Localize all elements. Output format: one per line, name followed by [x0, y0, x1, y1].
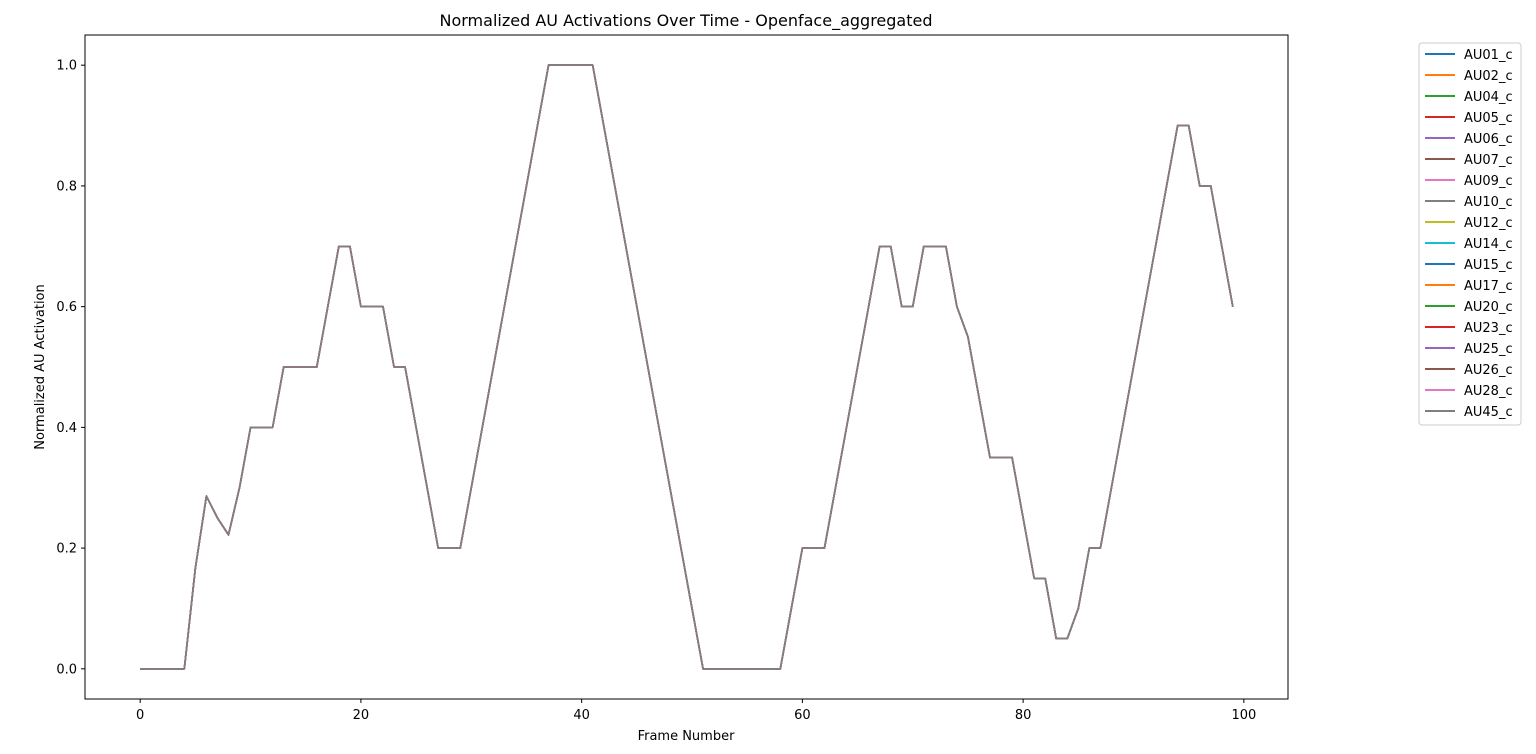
chart-title: Normalized AU Activations Over Time - Op…	[440, 11, 933, 31]
x-tick-label: 100	[1231, 708, 1256, 723]
x-tick-label: 20	[353, 708, 370, 723]
x-tick-label: 80	[1015, 708, 1032, 723]
x-axis-title: Frame Number	[638, 729, 736, 744]
x-axis: 0 20 40 60 80 100	[136, 699, 1256, 723]
y-tick-label: 0.8	[56, 179, 77, 194]
legend-label: AU12_c	[1464, 216, 1513, 231]
x-tick-label: 60	[794, 708, 811, 723]
legend-label: AU05_c	[1464, 111, 1513, 126]
y-axis: 0.0 0.2 0.4 0.6 0.8 1.0	[56, 59, 85, 677]
legend: AU01_c AU02_c AU04_c AU05_c AU06_c AU07_c AU09…	[1418, 42, 1522, 426]
legend-label: AU06_c	[1464, 132, 1513, 147]
legend-label: AU07_c	[1464, 153, 1513, 168]
plot-area-frame	[84, 34, 1289, 700]
legend-label: AU02_c	[1464, 69, 1513, 84]
legend-label: AU45_c	[1464, 405, 1513, 420]
legend-label: AU15_c	[1464, 258, 1513, 273]
legend-label: AU26_c	[1464, 363, 1513, 378]
legend-label: AU01_c	[1464, 48, 1513, 63]
y-tick-label: 0.6	[56, 300, 77, 315]
legend-label: AU25_c	[1464, 342, 1513, 357]
y-tick-label: 0.2	[56, 542, 77, 557]
series-line-au45-c	[140, 64, 1234, 670]
y-tick-label: 1.0	[56, 59, 77, 74]
legend-label: AU09_c	[1464, 174, 1513, 189]
series-lines	[140, 64, 1234, 670]
legend-label: AU17_c	[1464, 279, 1513, 294]
legend-label: AU14_c	[1464, 237, 1513, 252]
y-tick-label: 0.0	[56, 662, 77, 677]
legend-label: AU23_c	[1464, 321, 1513, 336]
legend-label: AU10_c	[1464, 195, 1513, 210]
y-axis-title: Normalized AU Activation	[33, 284, 48, 449]
x-tick-label: 40	[573, 708, 590, 723]
legend-label: AU20_c	[1464, 300, 1513, 315]
x-tick-label: 0	[136, 708, 144, 723]
legend-label: AU28_c	[1464, 384, 1513, 399]
legend-label: AU04_c	[1464, 90, 1513, 105]
y-tick-label: 0.4	[56, 421, 77, 436]
